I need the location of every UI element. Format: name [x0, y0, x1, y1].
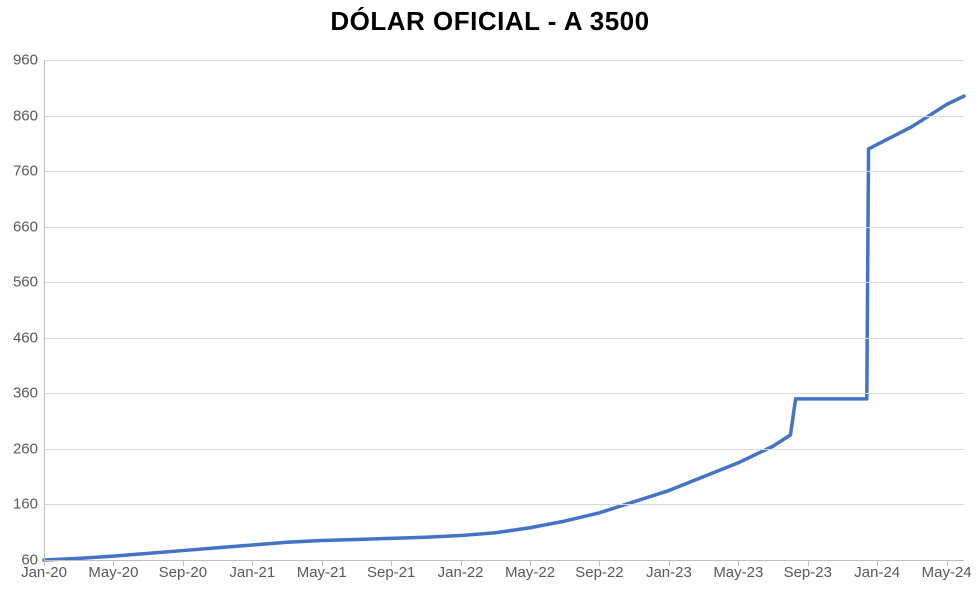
y-tick-label: 160 — [13, 496, 44, 513]
x-tick-label: Jan-21 — [229, 560, 275, 581]
y-tick-label: 560 — [13, 274, 44, 291]
line-chart: DÓLAR OFICIAL - A 3500 60160260360460560… — [0, 0, 980, 596]
y-tick-label: 960 — [13, 52, 44, 69]
y-tick-label: 360 — [13, 385, 44, 402]
gridline — [44, 282, 964, 283]
x-tick-label: Sep-22 — [575, 560, 623, 581]
x-tick-label: Jan-22 — [438, 560, 484, 581]
x-tick-label: Sep-21 — [367, 560, 415, 581]
gridline — [44, 393, 964, 394]
gridline — [44, 449, 964, 450]
x-tick-label: May-21 — [297, 560, 347, 581]
plot-area: 60160260360460560660760860960Jan-20May-2… — [44, 60, 964, 560]
gridline — [44, 116, 964, 117]
x-tick-label: May-23 — [713, 560, 763, 581]
x-tick-label: Jan-23 — [646, 560, 692, 581]
gridline — [44, 227, 964, 228]
y-tick-label: 660 — [13, 218, 44, 235]
series-line — [44, 96, 964, 560]
x-tick-label: Sep-23 — [784, 560, 832, 581]
x-tick-label: May-22 — [505, 560, 555, 581]
x-tick-label: Jan-20 — [21, 560, 67, 581]
gridline — [44, 60, 964, 61]
y-axis-line — [44, 60, 45, 560]
y-tick-label: 460 — [13, 329, 44, 346]
x-tick-label: Jan-24 — [854, 560, 900, 581]
y-tick-label: 760 — [13, 163, 44, 180]
y-tick-label: 260 — [13, 440, 44, 457]
line-series — [44, 60, 964, 560]
gridline — [44, 338, 964, 339]
x-tick-label: May-20 — [88, 560, 138, 581]
gridline — [44, 504, 964, 505]
y-tick-label: 860 — [13, 107, 44, 124]
x-tick-label: Sep-20 — [159, 560, 207, 581]
gridline — [44, 171, 964, 172]
x-tick-label: May-24 — [922, 560, 972, 581]
chart-title: DÓLAR OFICIAL - A 3500 — [0, 6, 980, 37]
